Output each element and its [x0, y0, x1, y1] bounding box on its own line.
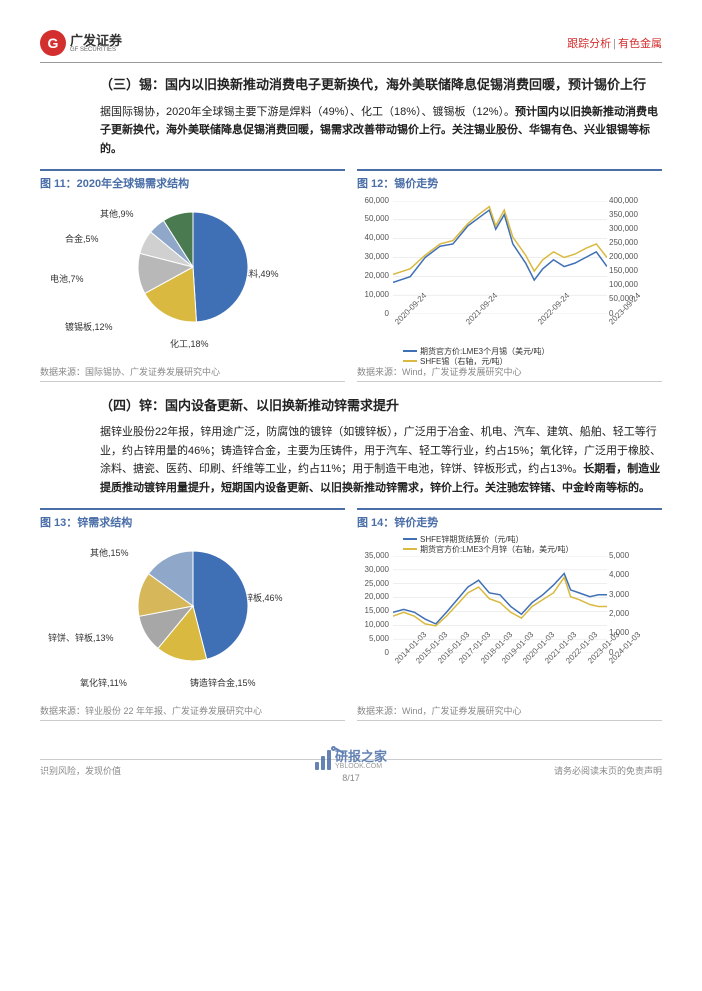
fig13-source: 数据来源：锌业股份 22 年年报、广发证券发展研究中心: [40, 701, 345, 721]
fig12-title: 图 12：锡价走势: [357, 169, 662, 191]
fig14-title: 图 14：锌价走势: [357, 508, 662, 530]
page-header: G 广发证券 GF SECURITIES 跟踪分析|有色金属: [40, 30, 662, 63]
fig13-title: 图 13：锌需求结构: [40, 508, 345, 530]
logo-icon: G: [40, 30, 66, 56]
section4-title: （四）锌：国内设备更新、以旧换新推动锌需求提升: [100, 396, 662, 416]
fig11-chart: 焊料,49%化工,18%镀锡板,12%电池,7%合金,5%其他,9%: [40, 197, 345, 362]
watermark: 研报之家 YBLOOK.COM: [315, 750, 387, 770]
fig14-source: 数据来源：Wind，广发证券发展研究中心: [357, 701, 662, 721]
section3-title: （三）锡：国内以旧换新推动消费电子更新换代，海外美联储降息促锡消费回暖，预计锡价…: [100, 75, 662, 95]
fig11-title: 图 11：2020年全球锡需求结构: [40, 169, 345, 191]
footer-right: 请务必阅读末页的免责声明: [554, 764, 662, 777]
header-right: 跟踪分析|有色金属: [567, 35, 662, 51]
logo-en: GF SECURITIES: [70, 47, 122, 53]
logo: G 广发证券 GF SECURITIES: [40, 30, 122, 56]
footer-left: 识别风险，发现价值: [40, 764, 121, 777]
fig14-chart: 05,00010,00015,00020,00025,00030,00035,0…: [357, 536, 662, 701]
fig12-chart: 010,00020,00030,00040,00050,00060,000050…: [357, 197, 662, 362]
fig13-chart: 镀锌板,46%铸造锌合金,15%氧化锌,11%锌饼、锌板,13%其他,15%: [40, 536, 345, 701]
section3-para: 据国际锡协，2020年全球锡主要下游是焊料（49%）、化工（18%）、镀锡板（1…: [100, 103, 662, 159]
fig11-source: 数据来源：国际锡协、广发证券发展研究中心: [40, 362, 345, 382]
page-number: 8/17: [342, 773, 360, 783]
section4-para: 据锌业股份22年报，锌用途广泛，防腐蚀的镀锌（如镀锌板），广泛用于冶金、机电、汽…: [100, 423, 662, 498]
logo-cn: 广发证券: [70, 34, 122, 47]
